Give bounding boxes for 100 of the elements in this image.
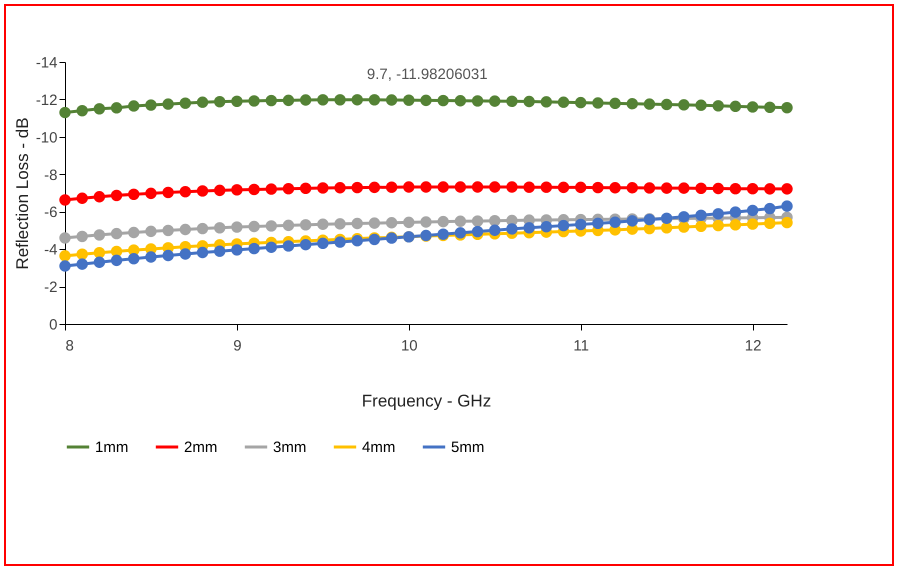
point — [334, 236, 346, 248]
point — [231, 221, 243, 233]
point — [454, 95, 466, 106]
point — [540, 96, 552, 108]
point — [712, 182, 724, 194]
y-axis-title: Reflection Loss - dB — [12, 117, 32, 270]
point — [472, 215, 484, 227]
point — [94, 256, 106, 268]
point — [266, 242, 277, 253]
point — [59, 250, 71, 262]
point — [472, 226, 484, 238]
point — [352, 182, 363, 194]
y-tick-label: -10 — [36, 129, 58, 146]
point — [180, 97, 192, 109]
point — [128, 188, 140, 200]
point — [781, 216, 793, 228]
point — [214, 184, 226, 196]
point — [558, 182, 570, 194]
point — [592, 97, 604, 109]
point — [558, 220, 570, 232]
legend-label: 3mm — [273, 439, 306, 456]
point — [575, 218, 586, 230]
point — [282, 220, 294, 232]
point — [145, 226, 157, 238]
point — [368, 182, 380, 194]
point — [317, 238, 329, 250]
point — [609, 98, 621, 110]
point — [248, 220, 260, 232]
point — [764, 218, 776, 230]
point — [300, 238, 312, 250]
point — [523, 222, 535, 234]
point — [746, 204, 758, 216]
point — [592, 218, 604, 230]
point — [695, 220, 707, 232]
point — [59, 106, 71, 118]
point — [420, 94, 432, 106]
y-tick-label: -8 — [44, 166, 58, 184]
point — [94, 247, 106, 258]
point — [609, 182, 621, 194]
point — [162, 186, 174, 198]
point — [678, 99, 690, 111]
point — [695, 210, 707, 221]
point — [76, 104, 88, 116]
point — [128, 100, 140, 112]
point — [644, 182, 656, 194]
point — [730, 183, 742, 194]
point — [609, 216, 621, 228]
point — [300, 182, 312, 194]
point — [59, 232, 71, 244]
point — [282, 240, 294, 252]
point — [489, 224, 500, 236]
point — [454, 181, 466, 193]
point — [317, 182, 329, 194]
y-tick-label: -6 — [44, 204, 58, 222]
point — [781, 102, 793, 114]
point — [746, 101, 758, 113]
point — [300, 219, 312, 231]
x-tick-label: 12 — [744, 338, 762, 354]
x-tick-label: 11 — [573, 338, 590, 354]
x-tick-label: 9 — [233, 338, 242, 354]
point — [145, 188, 157, 200]
point — [282, 94, 294, 106]
y-tick-label: -14 — [36, 54, 58, 72]
point — [110, 102, 122, 114]
point — [196, 222, 208, 234]
point — [196, 96, 208, 108]
point — [575, 182, 586, 194]
point — [540, 182, 552, 193]
point — [489, 181, 500, 193]
point — [266, 183, 277, 195]
point — [214, 222, 226, 234]
point — [695, 100, 707, 111]
point — [626, 182, 638, 194]
point — [145, 99, 157, 111]
point — [420, 181, 432, 193]
point — [403, 94, 415, 106]
point — [352, 94, 363, 106]
point — [180, 186, 192, 198]
point — [506, 181, 518, 193]
point — [712, 220, 724, 232]
point — [730, 100, 742, 112]
point — [558, 96, 570, 108]
point — [540, 220, 552, 232]
point — [489, 95, 500, 107]
point — [76, 192, 88, 204]
point — [352, 235, 363, 246]
point — [660, 98, 672, 110]
point — [248, 184, 260, 196]
point — [386, 94, 398, 106]
point — [248, 242, 260, 254]
x-axis-title: Frequency - GHz — [362, 392, 492, 410]
point — [781, 183, 793, 195]
point — [110, 254, 122, 266]
point — [94, 229, 106, 241]
point — [59, 194, 71, 206]
point — [420, 216, 432, 228]
point — [231, 244, 243, 256]
point — [162, 250, 174, 262]
point — [660, 182, 672, 194]
point — [626, 98, 638, 110]
